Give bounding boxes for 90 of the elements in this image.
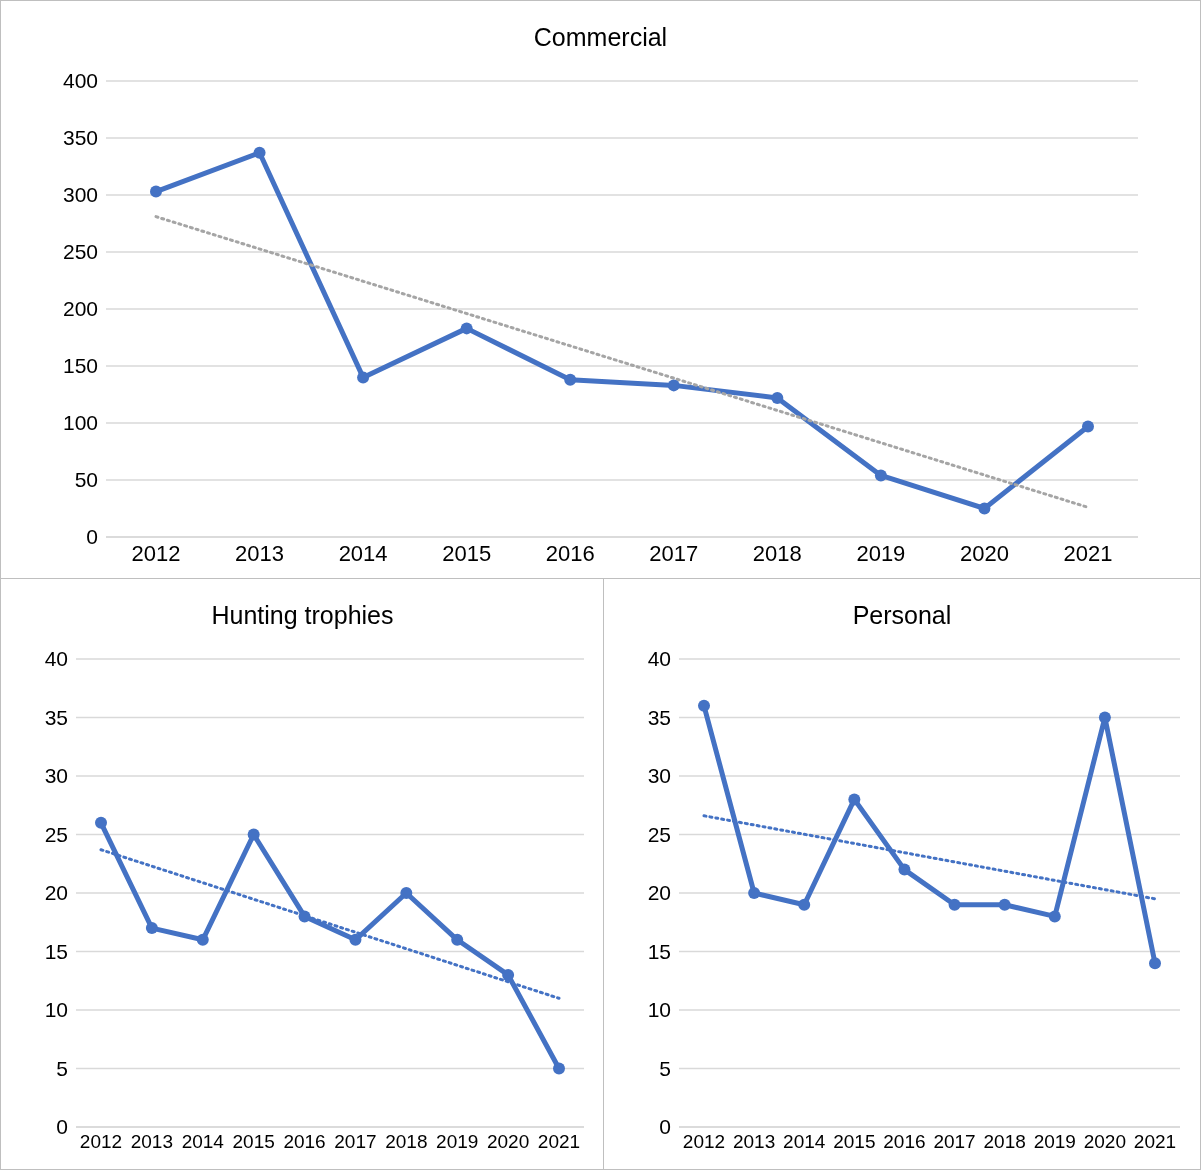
x-tick-label: 2021 (537, 1131, 581, 1153)
point (196, 933, 209, 946)
point (502, 968, 515, 981)
y-tick-label: 0 (659, 1115, 671, 1139)
point (848, 793, 861, 806)
y-tick-label: 100 (62, 411, 98, 435)
point (247, 828, 260, 841)
chart-title: Commercial (532, 23, 669, 52)
point (998, 898, 1011, 911)
y-tick-label: 35 (647, 705, 671, 729)
x-tick-label: 2020 (959, 540, 1009, 566)
point (978, 502, 991, 515)
point (771, 391, 784, 404)
point (1098, 711, 1111, 724)
y-tick-label: 250 (62, 240, 98, 264)
y-tick-label: 30 (647, 764, 671, 788)
point (553, 1062, 565, 1075)
point (1149, 957, 1161, 970)
x-tick-label: 2015 (442, 540, 492, 566)
y-tick-label: 35 (44, 705, 68, 729)
point (349, 933, 362, 946)
y-tick-label: 300 (62, 183, 98, 207)
x-tick-label: 2017 (933, 1131, 976, 1153)
x-tick-label: 2017 (334, 1131, 377, 1153)
point (798, 898, 811, 911)
point (145, 922, 158, 935)
x-tick-label: 2019 (436, 1131, 479, 1153)
x-tick-label: 2013 (235, 540, 285, 566)
y-tick-label: 10 (647, 998, 671, 1022)
x-tick-label: 2019 (1033, 1131, 1076, 1153)
point (874, 469, 887, 482)
x-tick-label: 2015 (232, 1131, 275, 1153)
y-tick-label: 30 (44, 764, 68, 788)
x-tick-label: 2015 (833, 1131, 876, 1153)
x-tick-label: 2018 (752, 540, 802, 566)
point (95, 816, 107, 829)
point (667, 379, 680, 392)
point (1048, 910, 1061, 923)
y-tick-label: 200 (62, 297, 98, 321)
y-tick-label: 25 (647, 822, 671, 846)
y-tick-label: 10 (44, 998, 68, 1022)
x-tick-label: 2013 (130, 1131, 174, 1153)
point (357, 371, 370, 384)
y-tick-label: 40 (647, 647, 671, 671)
point (400, 887, 413, 899)
x-tick-label: 2020 (1083, 1131, 1127, 1153)
x-tick-label: 2014 (338, 540, 388, 566)
point (748, 887, 761, 899)
point (1082, 420, 1094, 433)
x-tick-label: 2012 (682, 1131, 726, 1153)
x-tick-label: 2018 (385, 1131, 428, 1153)
x-tick-label: 2012 (131, 540, 181, 566)
point (451, 933, 464, 946)
x-tick-label: 2016 (883, 1131, 926, 1153)
y-tick-label: 0 (86, 525, 98, 549)
x-tick-label: 2021 (1133, 1131, 1177, 1153)
y-tick-label: 5 (659, 1056, 671, 1080)
x-tick-label: 2021 (1063, 540, 1113, 566)
y-tick-label: 40 (44, 647, 68, 671)
point (698, 699, 710, 712)
x-tick-label: 2016 (545, 540, 595, 566)
chart-title: Personal (851, 601, 953, 630)
y-tick-label: 0 (56, 1115, 68, 1139)
x-tick-label: 2018 (983, 1131, 1026, 1153)
y-tick-label: 25 (44, 822, 68, 846)
y-tick-label: 400 (62, 69, 98, 93)
x-tick-label: 2017 (649, 540, 699, 566)
point (298, 910, 311, 923)
point (948, 898, 961, 911)
x-tick-label: 2016 (283, 1131, 326, 1153)
x-tick-label: 2019 (856, 540, 906, 566)
x-tick-label: 2020 (486, 1131, 530, 1153)
chart-title: Hunting trophies (210, 601, 395, 630)
x-tick-label: 2014 (181, 1131, 225, 1153)
x-tick-label: 2014 (783, 1131, 826, 1153)
y-tick-label: 50 (74, 468, 98, 492)
point (460, 322, 473, 335)
y-tick-label: 150 (62, 354, 98, 378)
y-tick-label: 350 (62, 126, 98, 150)
y-tick-label: 20 (44, 881, 68, 905)
y-tick-label: 5 (56, 1056, 68, 1080)
x-tick-label: 2013 (732, 1131, 776, 1153)
point (150, 185, 162, 198)
y-tick-label: 15 (647, 939, 671, 963)
x-tick-label: 2012 (79, 1131, 123, 1153)
y-tick-label: 20 (647, 881, 671, 905)
point (564, 373, 577, 386)
point (253, 146, 266, 159)
point (898, 863, 911, 876)
y-tick-label: 15 (44, 939, 68, 963)
